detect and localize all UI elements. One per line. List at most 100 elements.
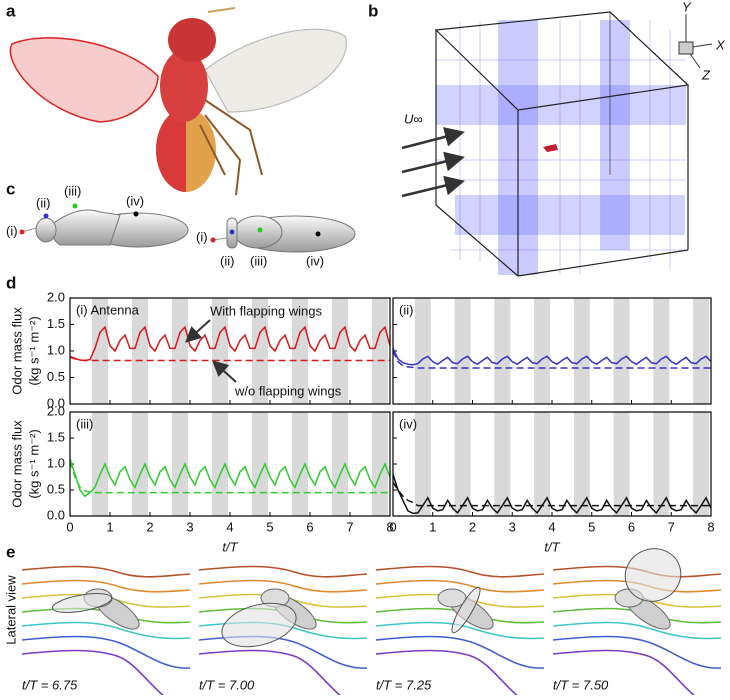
frame-label: t/T = 7.50 (553, 677, 609, 692)
point-label: (iv) (126, 193, 144, 208)
subplot-label: (iii) (76, 416, 93, 431)
view-label: Lateral view (3, 575, 18, 645)
x-tick-label: 5 (266, 519, 273, 534)
phase-band (534, 412, 551, 516)
phase-band (653, 412, 670, 516)
panel-label: c (6, 179, 15, 198)
point-label: (ii) (220, 253, 234, 268)
x-tick-label: 3 (186, 519, 193, 534)
flow-frame: t/T = 6.75 (21, 565, 191, 700)
y-axis-label: (kg s⁻¹ m⁻²) (26, 316, 41, 385)
axis-label: X (715, 37, 726, 52)
phase-band (92, 298, 108, 404)
annotation-arrow (185, 319, 211, 343)
phase-band (372, 412, 388, 516)
x-tick-label: 8 (707, 519, 714, 534)
x-tick-label: 4 (548, 519, 555, 534)
panel-label: a (6, 1, 16, 20)
y-tick-label: 1.0 (47, 455, 65, 470)
phase-band (212, 298, 228, 404)
fly-wing (624, 548, 682, 602)
data-line (69, 461, 390, 494)
panel-label: b (368, 1, 378, 20)
fly-wing (51, 593, 113, 613)
y-tick-label: 0.5 (47, 481, 65, 496)
streakline (552, 635, 722, 669)
phase-band (372, 298, 388, 404)
axis-label: Z (701, 67, 711, 82)
x-tick-label: 2 (146, 519, 153, 534)
x-tick-label: 7 (668, 519, 675, 534)
phase-band (534, 298, 551, 404)
data-line (69, 356, 390, 362)
body-sketch (19, 203, 356, 253)
phase-band (414, 412, 431, 516)
phase-band (454, 298, 471, 404)
y-tick-label: 0.5 (47, 369, 65, 384)
phase-band (292, 298, 308, 404)
phase-band (252, 298, 268, 404)
y-tick-label: 0.0 (47, 395, 65, 410)
streakline (198, 565, 368, 578)
streakline (21, 579, 191, 593)
phase-band (92, 412, 108, 516)
data-line (69, 325, 391, 362)
point-label: (ii) (36, 195, 50, 210)
fly-wing (221, 602, 297, 648)
phase-band (613, 412, 630, 516)
y-axis-label: (kg s⁻¹ m⁻²) (26, 429, 41, 498)
y-tick-label: 1.5 (47, 429, 65, 444)
axis-label: Y (682, 0, 692, 14)
x-tick-label: 2 (469, 519, 476, 534)
y-tick-label: 2.0 (47, 289, 65, 304)
phase-band (494, 298, 511, 404)
phase-band (613, 298, 630, 404)
x-axis-label: t/T (222, 539, 238, 554)
subplot-label: (i) Antenna (76, 302, 140, 317)
frame-label: t/T = 6.75 (22, 677, 78, 692)
phase-band (292, 412, 308, 516)
x-tick-label: 0 (66, 519, 73, 534)
y-tick-label: 2.0 (47, 403, 65, 418)
annotation: With flapping wings (210, 303, 322, 318)
streakline (375, 635, 545, 669)
streakline (375, 579, 545, 593)
flow-frame: t/T = 7.00 (198, 565, 368, 700)
data-line (392, 348, 712, 366)
phase-band (132, 298, 148, 404)
point-label: (iv) (306, 253, 324, 268)
data-line (392, 481, 711, 507)
data-line (69, 458, 391, 498)
y-axis-label: Odor mass flux (9, 307, 24, 395)
streakline (375, 565, 545, 578)
phase-band (573, 412, 590, 516)
streakline (21, 565, 191, 578)
y-tick-label: 1.5 (47, 316, 65, 331)
streakline (552, 621, 722, 640)
streakline (21, 621, 191, 640)
fly-wing (451, 586, 481, 634)
x-tick-label: 7 (346, 519, 353, 534)
flow-label: U∞ (404, 111, 423, 126)
x-tick-label: 6 (628, 519, 635, 534)
charts: 0.0 0.5 1.0 1.5 2.0 (i) Antenna Odor mass flux… (9, 289, 714, 554)
panel-label: e (6, 542, 15, 561)
phase-band (573, 298, 590, 404)
x-tick-label: 1 (106, 519, 113, 534)
streakline (375, 621, 545, 640)
plot-frame (69, 297, 391, 405)
point-label: (iii) (250, 253, 267, 268)
subplot: 0 1 2 3 4 5 6 7 8 (iv) t/T (389, 411, 715, 554)
phase-band (332, 412, 348, 516)
phase-band (414, 298, 431, 404)
streakline (21, 635, 191, 669)
x-tick-label: 0 (389, 519, 396, 534)
y-axis-label: Odor mass flux (9, 420, 24, 508)
fly-thorax (437, 588, 467, 608)
phase-band (172, 412, 188, 516)
panel-label: d (6, 273, 16, 292)
fly-model (9, 7, 347, 196)
annotation: w/o flapping wings (234, 383, 342, 398)
flow-frame: t/T = 7.25 (375, 565, 545, 700)
x-axis-label: t/T (544, 539, 560, 554)
